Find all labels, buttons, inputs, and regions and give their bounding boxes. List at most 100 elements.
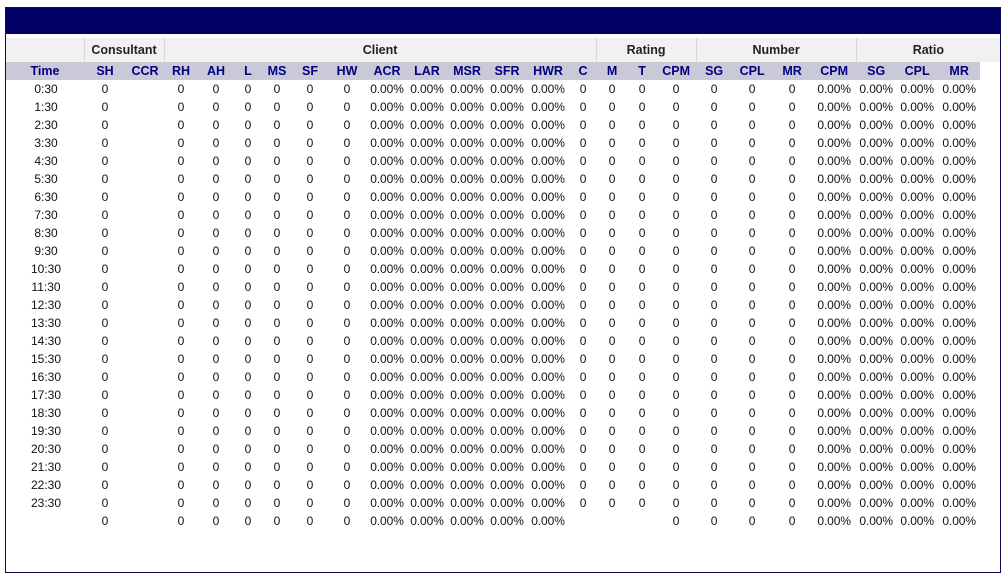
time-cell: 21:30 [30, 460, 62, 474]
table-cell: 0 [788, 316, 796, 330]
column-header-cpm[interactable]: CPM [812, 62, 857, 80]
table-cell: 0.00% [942, 100, 976, 114]
time-cell [6, 512, 84, 530]
table-cell: 0.00% [859, 154, 893, 168]
table-cell: 0 [212, 406, 220, 420]
table-cell: 0 [579, 172, 587, 186]
table-cell: 0.00% [490, 82, 524, 96]
table-cell: 0 [306, 424, 314, 438]
table-cell: 0 [788, 334, 796, 348]
table-cell: 0.00% [817, 154, 851, 168]
table-cell: 0 [212, 496, 220, 510]
table-cell: 0.00% [942, 406, 976, 420]
table-cell: 0 [343, 154, 351, 168]
column-header-lar[interactable]: LAR [408, 62, 446, 80]
column-header-ms[interactable]: MS [262, 62, 292, 80]
table-cell: 0 [244, 280, 252, 294]
column-header-sfr[interactable]: SFR [488, 62, 526, 80]
column-header-t[interactable]: T [628, 62, 657, 80]
table-cell: 0.00% [490, 352, 524, 366]
column-header-time[interactable]: Time [6, 62, 84, 80]
column-header-c[interactable]: C [570, 62, 597, 80]
table-cell: 0.00% [410, 352, 444, 366]
table-cell: 0 [638, 352, 646, 366]
table-cell: 0.00% [900, 496, 934, 510]
table-cell: 0 [710, 460, 718, 474]
column-header-cpm[interactable]: CPM [656, 62, 697, 80]
table-cell: 0 [748, 136, 756, 150]
column-header-hw[interactable]: HW [328, 62, 366, 80]
table-cell: 0 [306, 262, 314, 276]
table-row: 8:30 0 0 0 0 0 0 0 0.00% 0.00% 0.00% 0.00% 0.00% 0 0 0 0… [6, 224, 1000, 242]
time-cell: 23:30 [30, 496, 62, 510]
table-cell: 0 [672, 190, 680, 204]
column-header-cpl[interactable]: CPL [732, 62, 773, 80]
table-cell: 0 [638, 496, 646, 510]
table-cell: 0.00% [817, 136, 851, 150]
table-cell: 0 [608, 82, 616, 96]
group-header-consultant: Consultant [83, 38, 164, 62]
table-cell: 0 [177, 352, 185, 366]
table-cell: 0 [101, 172, 109, 186]
table-cell: 0 [177, 118, 185, 132]
table-cell: 0 [710, 226, 718, 240]
column-header-acr[interactable]: ACR [366, 62, 408, 80]
table-cell: 0 [710, 478, 718, 492]
table-cell: 0 [748, 82, 756, 96]
table-cell: 0.00% [900, 316, 934, 330]
table-cell: 0 [579, 136, 587, 150]
column-header-sf[interactable]: SF [292, 62, 328, 80]
table-cell: 0 [748, 154, 756, 168]
table-row: 15:30 0 0 0 0 0 0 0 0.00% 0.00% 0.00% 0.00% 0.00% 0 0 0… [6, 350, 1000, 368]
table-cell: 0.00% [859, 424, 893, 438]
table-cell: 0.00% [450, 208, 484, 222]
table-cell: 0.00% [490, 496, 524, 510]
table-cell: 0.00% [490, 118, 524, 132]
column-header-ah[interactable]: AH [198, 62, 234, 80]
table-row: 13:30 0 0 0 0 0 0 0 0.00% 0.00% 0.00% 0.00% 0.00% 0 0 0… [6, 314, 1000, 332]
table-cell: 0 [101, 244, 109, 258]
table-cell: 0 [638, 370, 646, 384]
table-cell: 0 [710, 514, 718, 528]
table-row: 11:30 0 0 0 0 0 0 0 0.00% 0.00% 0.00% 0.00% 0.00% 0 0 0… [6, 278, 1000, 296]
table-cell: 0 [212, 208, 220, 222]
table-cell: 0 [273, 424, 281, 438]
table-cell: 0 [672, 280, 680, 294]
table-cell: 0 [343, 244, 351, 258]
table-cell: 0 [788, 478, 796, 492]
table-cell: 0.00% [410, 244, 444, 258]
column-header-mr[interactable]: MR [772, 62, 813, 80]
group-header-rating: Rating [595, 38, 697, 62]
table-cell: 0 [748, 190, 756, 204]
table-cell: 0.00% [859, 298, 893, 312]
column-header-l[interactable]: L [234, 62, 262, 80]
time-cell: 2:30 [34, 118, 58, 132]
table-cell: 0.00% [817, 460, 851, 474]
table-cell: 0 [212, 460, 220, 474]
table-cell: 0.00% [410, 370, 444, 384]
table-cell: 0.00% [859, 208, 893, 222]
table-cell [570, 512, 596, 530]
table-cell: 0.00% [410, 478, 444, 492]
column-header-ccr[interactable]: CCR [126, 62, 164, 80]
column-header-msr[interactable]: MSR [446, 62, 488, 80]
table-cell: 0 [343, 478, 351, 492]
column-header-m[interactable]: M [596, 62, 629, 80]
table-cell: 0.00% [490, 406, 524, 420]
table-cell: 0 [306, 82, 314, 96]
table-cell: 0 [672, 208, 680, 222]
table-cell: 0.00% [531, 154, 565, 168]
column-header-rh[interactable]: RH [164, 62, 198, 80]
column-header-mr[interactable]: MR [938, 62, 981, 80]
table-cell: 0 [343, 262, 351, 276]
table-cell: 0 [273, 100, 281, 114]
column-header-sg[interactable]: SG [856, 62, 897, 80]
table-cell: 0.00% [370, 298, 404, 312]
column-header-cpl[interactable]: CPL [896, 62, 939, 80]
column-header-sg[interactable]: SG [696, 62, 733, 80]
table-cell: 0 [244, 118, 252, 132]
column-header-hwr[interactable]: HWR [526, 62, 570, 80]
column-header-sh[interactable]: SH [84, 62, 126, 80]
time-cell: 0:30 [34, 82, 58, 96]
table-cell: 0 [608, 316, 616, 330]
